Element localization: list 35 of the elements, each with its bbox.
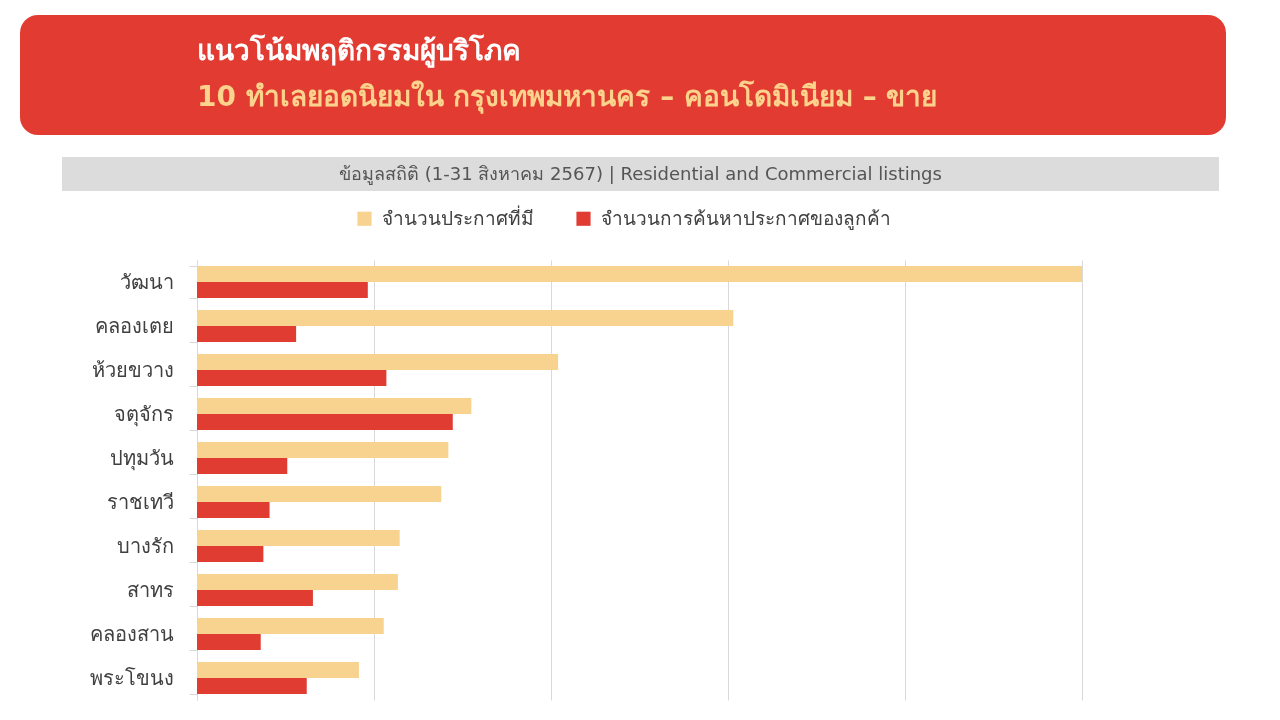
y-tick-label: ปทุมวัน: [109, 445, 174, 471]
chart-subtitle: 10 ทำเลยอดนิยมใน กรุงเทพมหานคร – คอนโดมิเนียม – ขาย: [197, 79, 938, 116]
y-tick-label: พระโขนง: [89, 665, 174, 690]
bar: [197, 458, 288, 474]
bar: [197, 486, 442, 502]
bar: [197, 530, 400, 546]
bar: [197, 414, 453, 430]
bar: [197, 370, 387, 386]
y-tick-label: วัฒนา: [119, 269, 174, 294]
y-tick-label: ราชเทวี: [106, 489, 174, 514]
bar: [197, 678, 307, 694]
bar: [197, 282, 368, 298]
bar: [197, 590, 313, 606]
y-tick-label: คลองสาน: [89, 621, 174, 646]
legend-label: จำนวนการค้นหาประกาศของลูกค้า: [601, 206, 891, 230]
y-tick-label: สาทร: [126, 577, 174, 602]
bar: [197, 618, 384, 634]
y-tick-label: บางรัก: [116, 533, 174, 558]
y-tick-label: ห้วยขวาง: [91, 357, 174, 382]
bar: [197, 310, 734, 326]
bar: [197, 326, 297, 342]
text: ข้อมูลสถิติ (1-31 สิงหาคม 2567) | Residential and Commercial listings: [339, 162, 942, 187]
bar: [197, 574, 398, 590]
bar: [197, 662, 359, 678]
bar: [197, 354, 559, 370]
bar: [197, 442, 449, 458]
bar: [197, 398, 472, 414]
bar: [197, 266, 1082, 282]
legend-label: จำนวนประกาศที่มี: [382, 204, 534, 229]
bar: [197, 502, 270, 518]
y-tick-label: คลองเตย: [94, 313, 174, 338]
bar: [197, 634, 261, 650]
chart-title: แนวโน้มพฤติกรรมผู้บริโภค: [197, 33, 521, 70]
y-tick-label: จตุจักร: [113, 401, 174, 427]
bar: [197, 546, 264, 562]
